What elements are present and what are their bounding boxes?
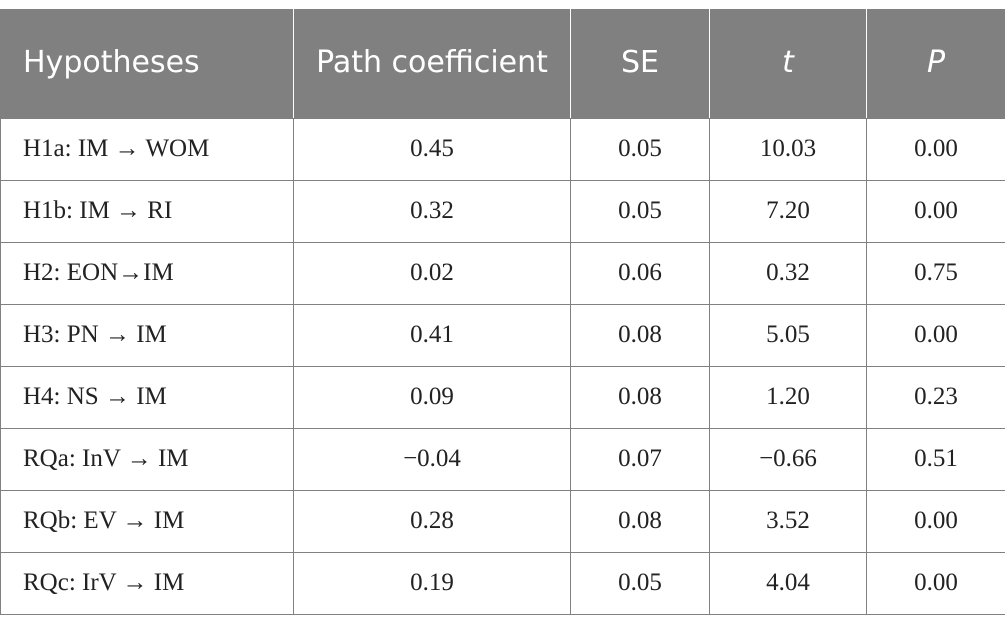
cell-se: 0.07 — [570, 427, 710, 491]
cell-hypothesis: RQc: IrV → IM — [0, 551, 294, 615]
cell-hypothesis: H4: NS → IM — [0, 365, 294, 429]
table-row: H2: EON→IM 0.02 0.06 0.32 0.75 — [0, 241, 1005, 305]
cell-path-coefficient: 0.28 — [293, 489, 571, 553]
cell-path-coefficient: 0.32 — [293, 179, 571, 243]
cell-path-coefficient: 0.09 — [293, 365, 571, 429]
cell-se: 0.06 — [570, 241, 710, 305]
cell-hypothesis: H1a: IM → WOM — [0, 117, 294, 181]
cell-p: 0.75 — [866, 241, 1005, 305]
cell-se: 0.05 — [570, 551, 710, 615]
cell-hypothesis: RQa: InV → IM — [0, 427, 294, 491]
header-p: P — [866, 9, 1005, 119]
table-row: RQa: InV → IM −0.04 0.07 −0.66 0.51 — [0, 427, 1005, 491]
cell-p: 0.00 — [866, 303, 1005, 367]
cell-p: 0.00 — [866, 117, 1005, 181]
cell-t: 10.03 — [709, 117, 867, 181]
cell-path-coefficient: 0.19 — [293, 551, 571, 615]
cell-t: 7.20 — [709, 179, 867, 243]
table-row: RQb: EV → IM 0.28 0.08 3.52 0.00 — [0, 489, 1005, 553]
cell-se: 0.08 — [570, 365, 710, 429]
cell-t: 1.20 — [709, 365, 867, 429]
cell-se: 0.05 — [570, 117, 710, 181]
cell-p: 0.23 — [866, 365, 1005, 429]
cell-p: 0.00 — [866, 551, 1005, 615]
cell-t: 4.04 — [709, 551, 867, 615]
table-row: H1b: IM → RI 0.32 0.05 7.20 0.00 — [0, 179, 1005, 243]
cell-hypothesis: H1b: IM → RI — [0, 179, 294, 243]
cell-t: −0.66 — [709, 427, 867, 491]
cell-path-coefficient: 0.02 — [293, 241, 571, 305]
table-row: H4: NS → IM 0.09 0.08 1.20 0.23 — [0, 365, 1005, 429]
cell-t: 5.05 — [709, 303, 867, 367]
cell-p: 0.00 — [866, 179, 1005, 243]
table-row: H1a: IM → WOM 0.45 0.05 10.03 0.00 — [0, 117, 1005, 181]
header-path-coefficient: Path coefficient — [293, 9, 571, 119]
table-row: RQc: IrV → IM 0.19 0.05 4.04 0.00 — [0, 551, 1005, 615]
cell-path-coefficient: 0.45 — [293, 117, 571, 181]
table-body: H1a: IM → WOM 0.45 0.05 10.03 0.00 H1b: … — [0, 117, 1005, 615]
cell-t: 3.52 — [709, 489, 867, 553]
table-header: Hypotheses Path coefficient SE t P — [0, 9, 1005, 119]
cell-path-coefficient: 0.41 — [293, 303, 571, 367]
header-row: Hypotheses Path coefficient SE t P — [0, 9, 1005, 119]
table-row: H3: PN → IM 0.41 0.08 5.05 0.00 — [0, 303, 1005, 367]
cell-p: 0.00 — [866, 489, 1005, 553]
cell-path-coefficient: −0.04 — [293, 427, 571, 491]
cell-se: 0.05 — [570, 179, 710, 243]
cell-se: 0.08 — [570, 489, 710, 553]
header-se: SE — [570, 9, 710, 119]
cell-p: 0.51 — [866, 427, 1005, 491]
header-t: t — [709, 9, 867, 119]
cell-hypothesis: H2: EON→IM — [0, 241, 294, 305]
cell-t: 0.32 — [709, 241, 867, 305]
header-hypotheses: Hypotheses — [0, 9, 294, 119]
results-table: Hypotheses Path coefficient SE t P H1a: … — [0, 9, 1005, 615]
cell-se: 0.08 — [570, 303, 710, 367]
cell-hypothesis: RQb: EV → IM — [0, 489, 294, 553]
cell-hypothesis: H3: PN → IM — [0, 303, 294, 367]
